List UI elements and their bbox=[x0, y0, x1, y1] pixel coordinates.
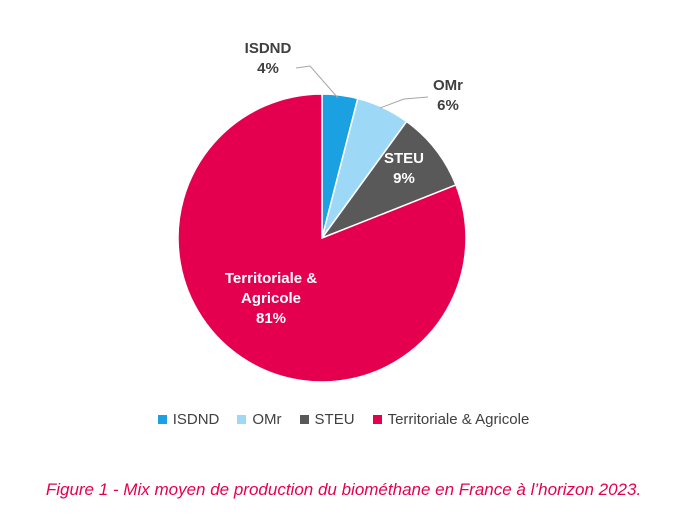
legend-swatch bbox=[237, 415, 247, 424]
data-label-value: 4% bbox=[257, 60, 279, 77]
data-label-value: 81% bbox=[256, 310, 286, 327]
data-label-value: 9% bbox=[393, 170, 415, 187]
legend-swatch bbox=[157, 415, 167, 424]
legend-swatch bbox=[299, 415, 309, 424]
legend: ISDND OMr STEU Territoriale & Agricole bbox=[0, 411, 687, 428]
pie-slice-territoriale-agricole bbox=[177, 93, 467, 383]
data-label-category: Territoriale & bbox=[225, 270, 317, 287]
data-label-category: OMr bbox=[433, 77, 463, 94]
pie-slice-steu bbox=[319, 120, 457, 240]
figure-caption: Figure 1 - Mix moyen de production du bi… bbox=[45, 480, 642, 499]
leader-line bbox=[295, 65, 339, 99]
data-label-category: Agricole bbox=[241, 290, 301, 307]
leader-line bbox=[379, 96, 429, 109]
legend-swatch bbox=[372, 415, 382, 424]
legend-item-isdnd: ISDND bbox=[157, 411, 220, 428]
pie-chart: ISDND 4% OMr 6% STEU 9% Territoriale & Agricole… bbox=[177, 40, 467, 383]
data-label-category: ISDND bbox=[245, 40, 292, 57]
legend-item-steu: STEU bbox=[299, 411, 355, 428]
legend-label: ISDND bbox=[172, 411, 220, 428]
data-label-value: 6% bbox=[437, 97, 459, 114]
legend-label: OMr bbox=[252, 411, 282, 428]
data-label-category: STEU bbox=[384, 150, 424, 167]
legend-label: Territoriale & Agricole bbox=[387, 411, 530, 428]
legend-label: STEU bbox=[314, 411, 355, 428]
legend-item-territoriale-agricole: Territoriale & Agricole bbox=[372, 411, 530, 428]
legend-item-omr: OMr bbox=[237, 411, 282, 428]
